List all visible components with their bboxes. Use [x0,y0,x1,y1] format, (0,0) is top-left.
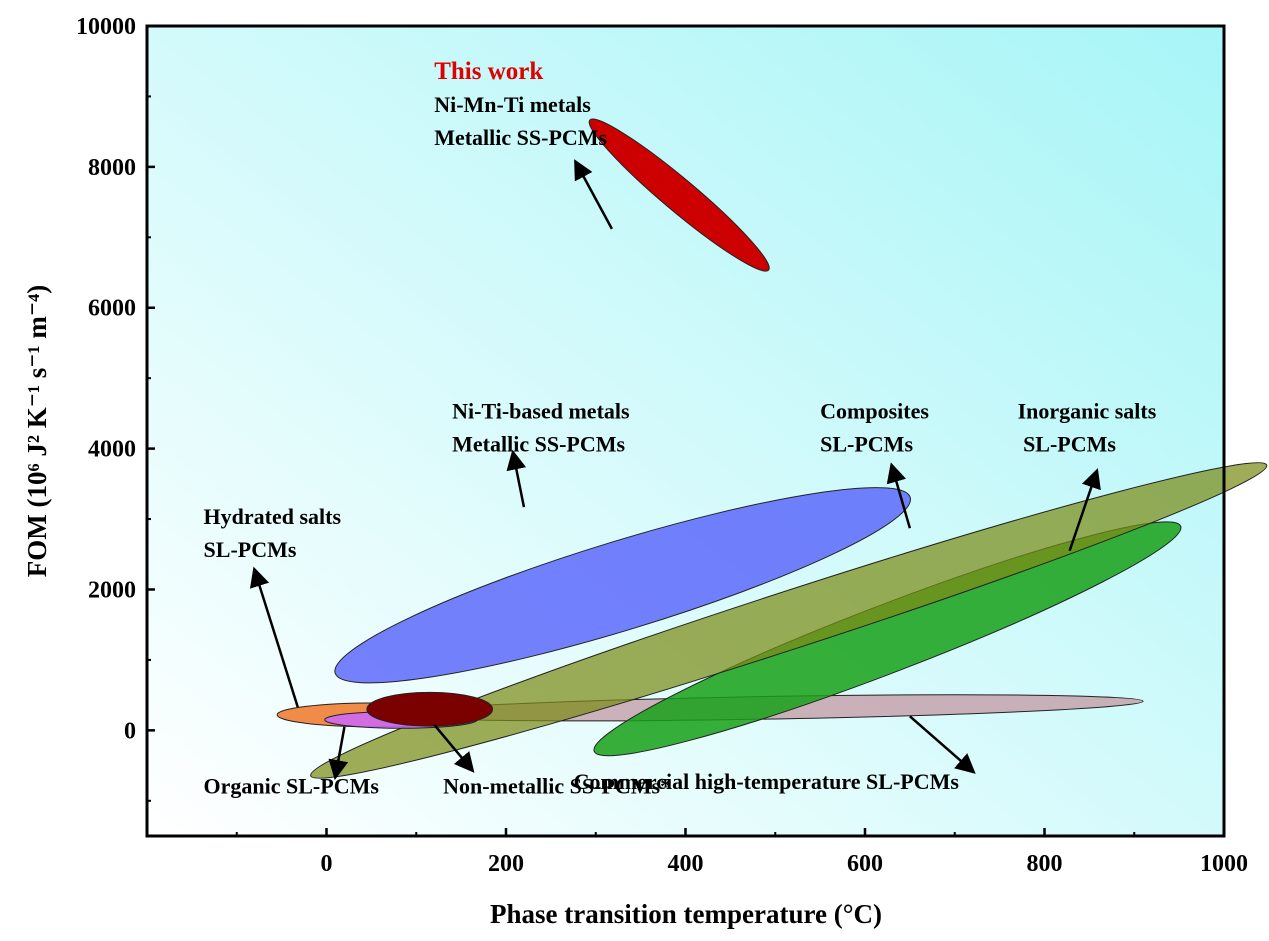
label-line: Ni-Ti-based metals [452,398,630,423]
label-composites-sl-pcms: Composites SL-PCMs [820,398,929,456]
label-organic-sl-pcms: Organic SL-PCMs [204,774,380,799]
label-non-metallic-ss-pcms: Non-metallic SS-PCMs* [443,774,671,799]
regions-layer [276,118,1268,779]
label-ni-ti-based-metals-metallic-ss-pcms: Ni-Ti-based metals Metallic SS-PCMs [452,398,630,456]
x-tick-label: 600 [847,851,883,877]
x-tick-label: 200 [488,851,524,877]
arrow-this-work-ni-mn-ti-metals-metallic-ss-pcms [574,159,614,230]
arrows-layer [249,159,1101,781]
region-composites-sl-pcms [310,462,1268,779]
x-axis-title: Phase transition temperature (°C) [490,899,882,929]
x-tick-label: 1000 [1200,851,1248,877]
labels-layer: Commercial high-temperature SL-PCMs Inorg… [204,58,1157,799]
y-tick-label: 6000 [88,296,136,322]
label-line: Metallic SS-PCMs [452,431,625,456]
x-tick-label: 0 [321,851,333,877]
y-axis-title: FOM (10⁶ J² K⁻¹ s⁻¹ m⁻⁴) [22,285,52,577]
arrow-composites-sl-pcms [886,462,912,529]
label-line: SL-PCMs [1018,431,1117,456]
label-line: SL-PCMs [820,431,913,456]
label-hydrated-salts-sl-pcms: Hydrated salts SL-PCMs [204,504,342,562]
y-tick-label: 4000 [88,437,136,463]
label-line: Hydrated salts [204,504,342,529]
label-line: Composites [820,398,929,423]
arrow-non-metallic-ss-pcms [433,723,475,773]
y-tick-label: 2000 [88,577,136,603]
arrow-inorganic-salts-sl-pcms [1068,468,1101,552]
x-tick-label: 800 [1027,851,1063,877]
y-tick-label: 10000 [76,14,136,40]
y-tick-label: 8000 [88,155,136,181]
region-ni-ti-based-metals-metallic-ss-pcms [334,487,911,684]
label-commercial-high-temperature-sl-pcms: Commercial high-temperature SL-PCMs [574,769,960,794]
label-line: Organic SL-PCMs [204,774,380,799]
arrow-organic-sl-pcms [328,726,349,781]
arrow-hydrated-salts-sl-pcms [249,566,299,708]
label-line: Ni-Mn-Ti metals [434,92,591,117]
arrow-commercial-high-temperature-sl-pcms [909,715,976,774]
label-line: SL-PCMs [204,537,297,562]
label-line: Metallic SS-PCMs [434,125,607,150]
label-line: This work [434,58,543,85]
label-inorganic-salts-sl-pcms: Inorganic salts SL-PCMs [1018,398,1157,456]
arrow-ni-ti-based-metals-metallic-ss-pcms [506,449,527,508]
label-line: Commercial high-temperature SL-PCMs [574,769,960,794]
label-this-work-ni-mn-ti-metals-metallic-ss-pcms: This work Ni-Mn-Ti metals Metallic SS-PCMs [434,58,607,150]
x-tick-label: 400 [668,851,704,877]
region-non-metallic-ss-pcms [366,691,494,727]
label-line: Non-metallic SS-PCMs* [443,774,671,799]
region-this-work-ni-mn-ti-metals-metallic-ss-pcms [588,118,770,272]
y-tick-label: 0 [124,718,136,744]
label-line: Inorganic salts [1018,398,1157,423]
